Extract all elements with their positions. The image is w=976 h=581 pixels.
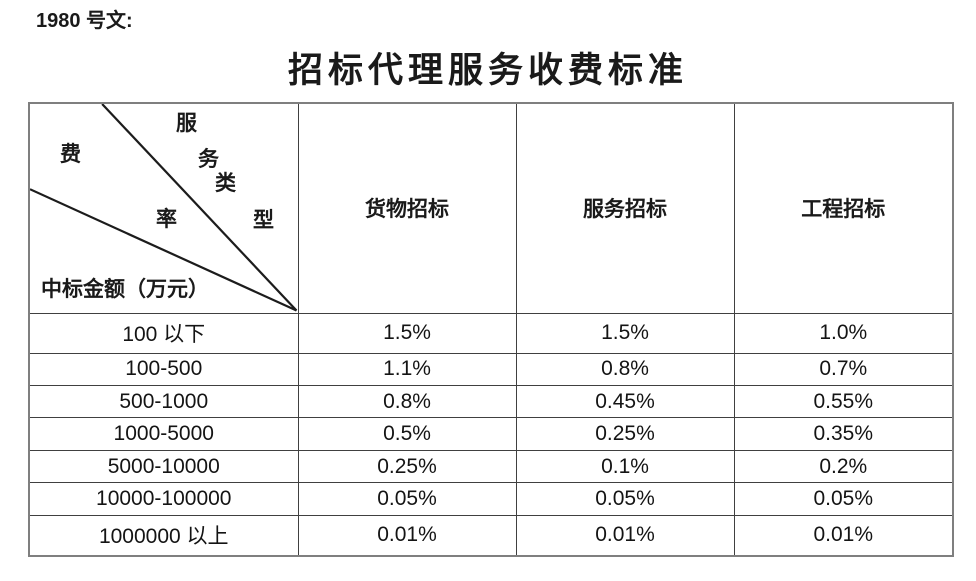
amount-axis-label: 中标金额（万元） xyxy=(41,277,209,301)
service-type-char-3: 类 xyxy=(215,171,236,195)
amount-range-cell: 100-500 xyxy=(28,352,299,387)
rate-cell-goods: 0.8% xyxy=(297,385,517,419)
rate-cell-works: 1.0% xyxy=(733,312,954,354)
table-header-row: 服 务 类 型 费 率 中标金额（万元） 货物招标 服务招标 工程招标 xyxy=(28,102,954,314)
rate-cell-goods: 1.1% xyxy=(297,352,517,387)
table-row: 5000-10000 0.25% 0.1% 0.2% xyxy=(28,449,954,484)
rate-cell-services: 1.5% xyxy=(515,312,735,354)
rate-cell-goods: 0.01% xyxy=(297,514,517,557)
service-type-char-2: 务 xyxy=(198,147,219,171)
fee-table: 服 务 类 型 费 率 中标金额（万元） 货物招标 服务招标 工程招标 100 … xyxy=(28,102,954,557)
table-row: 1000-5000 0.5% 0.25% 0.35% xyxy=(28,417,954,451)
rate-cell-goods: 0.25% xyxy=(297,449,517,484)
column-header-services: 服务招标 xyxy=(515,102,735,314)
rate-cell-works: 0.35% xyxy=(733,417,954,451)
rate-cell-services: 0.45% xyxy=(515,385,735,419)
table-row: 1000000 以上 0.01% 0.01% 0.01% xyxy=(28,514,954,557)
rate-cell-works: 0.55% xyxy=(733,385,954,419)
diagonal-divider-lines xyxy=(30,104,297,312)
amount-range-cell: 100 以下 xyxy=(28,312,299,354)
rate-cell-services: 0.1% xyxy=(515,449,735,484)
service-type-char-1: 服 xyxy=(176,111,197,135)
column-header-goods: 货物招标 xyxy=(297,102,517,314)
rate-cell-services: 0.8% xyxy=(515,352,735,387)
table-row: 100 以下 1.5% 1.5% 1.0% xyxy=(28,312,954,354)
amount-range-cell: 500-1000 xyxy=(28,385,299,419)
rate-cell-goods: 1.5% xyxy=(297,312,517,354)
rate-cell-services: 0.01% xyxy=(515,514,735,557)
rate-cell-goods: 0.05% xyxy=(297,482,517,516)
table-row: 500-1000 0.8% 0.45% 0.55% xyxy=(28,385,954,419)
table-corner-header: 服 务 类 型 费 率 中标金额（万元） xyxy=(28,102,299,314)
rate-cell-works: 0.7% xyxy=(733,352,954,387)
amount-range-cell: 5000-10000 xyxy=(28,449,299,484)
amount-range-cell: 10000-100000 xyxy=(28,482,299,516)
amount-range-cell: 1000000 以上 xyxy=(28,514,299,557)
rate-cell-works: 0.05% xyxy=(733,482,954,516)
rate-cell-works: 0.2% xyxy=(733,449,954,484)
table-row: 10000-100000 0.05% 0.05% 0.05% xyxy=(28,482,954,516)
column-header-works: 工程招标 xyxy=(733,102,954,314)
amount-range-cell: 1000-5000 xyxy=(28,417,299,451)
service-type-char-4: 型 xyxy=(253,208,274,232)
rate-cell-services: 0.25% xyxy=(515,417,735,451)
fee-rate-char-2: 率 xyxy=(156,207,177,231)
rate-cell-services: 0.05% xyxy=(515,482,735,516)
doc-number-label: 1980 号文: xyxy=(36,10,133,32)
page-title: 招标代理服务收费标准 xyxy=(287,51,688,90)
table-row: 100-500 1.1% 0.8% 0.7% xyxy=(28,352,954,387)
rate-cell-goods: 0.5% xyxy=(297,417,517,451)
fee-rate-char-1: 费 xyxy=(60,142,81,166)
rate-cell-works: 0.01% xyxy=(733,514,954,557)
